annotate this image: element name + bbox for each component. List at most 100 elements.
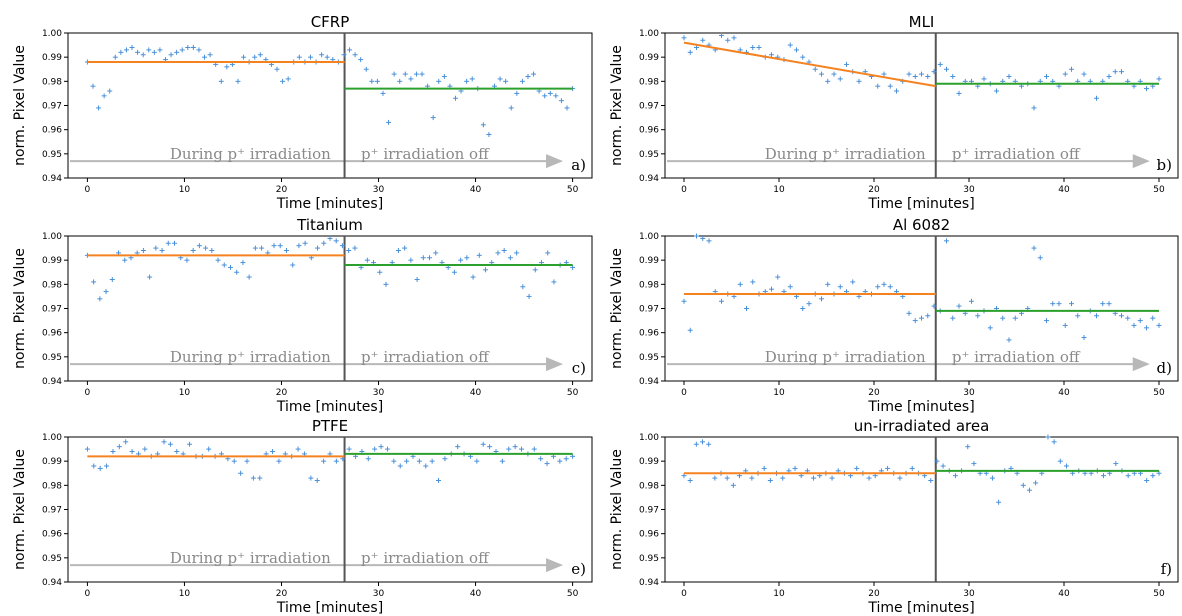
data-point bbox=[885, 465, 891, 471]
y-tick-label: 0.97 bbox=[639, 102, 659, 112]
data-point bbox=[458, 257, 464, 263]
panel-1: CFRP 0.94 0.95 0.96 0.97 0.98 0.99 1.00 0 10 20 30 4… bbox=[12, 13, 593, 212]
x-axis-label: Time [minutes] bbox=[867, 399, 974, 415]
data-point bbox=[364, 257, 370, 263]
data-point bbox=[391, 71, 397, 77]
data-point bbox=[737, 281, 743, 287]
data-point bbox=[519, 78, 525, 84]
data-point bbox=[794, 47, 799, 53]
data-point bbox=[956, 90, 962, 96]
data-point bbox=[514, 90, 520, 96]
y-axis-label: norm. Pixel Value bbox=[12, 449, 28, 570]
data-point bbox=[1150, 473, 1156, 479]
data-point bbox=[416, 458, 422, 464]
data-point bbox=[547, 90, 553, 96]
data-point bbox=[480, 122, 486, 128]
data-point bbox=[283, 248, 289, 253]
data-point bbox=[118, 49, 124, 55]
y-tick-label: 0.96 bbox=[639, 126, 659, 136]
data-point bbox=[693, 441, 699, 447]
x-tick-label: 40 bbox=[470, 388, 482, 398]
data-point bbox=[483, 267, 489, 273]
data-point bbox=[487, 444, 493, 450]
data-point bbox=[196, 243, 202, 249]
data-point bbox=[919, 315, 924, 321]
data-point bbox=[928, 478, 934, 483]
annotation-arrow-head bbox=[1132, 357, 1150, 372]
data-point bbox=[940, 463, 946, 469]
data-point bbox=[153, 245, 159, 251]
data-point bbox=[1045, 434, 1051, 440]
data-point bbox=[295, 446, 301, 452]
data-point bbox=[694, 233, 699, 239]
data-point bbox=[994, 88, 999, 94]
annotation-during-irradiation: During p⁺ irradiation bbox=[170, 145, 331, 163]
data-point bbox=[277, 243, 283, 249]
data-point bbox=[506, 446, 512, 452]
data-point bbox=[151, 49, 157, 55]
x-tick-label: 0 bbox=[681, 589, 687, 599]
data-point bbox=[687, 478, 693, 483]
data-point bbox=[147, 274, 153, 280]
annotation-during-irradiation: During p⁺ irradiation bbox=[170, 549, 331, 567]
data-point bbox=[369, 78, 375, 84]
x-tick-label: 10 bbox=[773, 185, 785, 195]
x-tick-label: 20 bbox=[868, 589, 880, 599]
data-point bbox=[1081, 335, 1087, 340]
x-tick-label: 20 bbox=[276, 185, 288, 195]
data-point bbox=[122, 257, 128, 263]
data-point bbox=[514, 250, 520, 256]
data-point bbox=[165, 240, 171, 246]
data-point bbox=[190, 45, 196, 50]
data-point bbox=[224, 64, 230, 70]
annotation-arrow-head bbox=[546, 558, 564, 573]
data-point bbox=[476, 252, 482, 258]
y-tick-label: 0.94 bbox=[639, 377, 659, 387]
data-point bbox=[352, 52, 358, 58]
data-point bbox=[209, 248, 215, 253]
data-point bbox=[397, 463, 403, 469]
panel-2: MLI 0.94 0.95 0.96 0.97 0.98 0.99 1.00 0 10 20 30 40… bbox=[609, 13, 1179, 212]
data-point bbox=[480, 441, 486, 447]
data-point bbox=[769, 286, 774, 292]
x-axis-label: Time [minutes] bbox=[276, 600, 383, 616]
y-tick-label: 1.00 bbox=[639, 433, 659, 443]
data-point bbox=[1063, 463, 1069, 469]
y-axis-label: norm. Pixel Value bbox=[609, 449, 625, 570]
data-point bbox=[252, 54, 258, 60]
data-point bbox=[429, 458, 435, 464]
data-point bbox=[157, 47, 163, 53]
data-point bbox=[413, 71, 419, 77]
data-point bbox=[257, 52, 263, 58]
data-point bbox=[681, 298, 687, 304]
data-point bbox=[290, 262, 296, 268]
data-point bbox=[315, 245, 321, 251]
data-point bbox=[856, 78, 862, 84]
data-point bbox=[270, 449, 276, 454]
data-point bbox=[854, 465, 860, 471]
data-point bbox=[1106, 301, 1112, 307]
data-point bbox=[558, 98, 564, 104]
data-point bbox=[700, 439, 706, 445]
data-point bbox=[532, 267, 538, 273]
data-point bbox=[427, 255, 433, 261]
data-point bbox=[925, 74, 931, 79]
data-point bbox=[1144, 86, 1149, 92]
y-tick-label: 1.00 bbox=[42, 29, 62, 39]
x-tick-label: 0 bbox=[85, 185, 91, 195]
data-point bbox=[391, 458, 397, 464]
data-point bbox=[358, 57, 364, 63]
data-point bbox=[687, 327, 693, 333]
data-point bbox=[912, 318, 918, 324]
panel-label: e) bbox=[571, 560, 586, 578]
y-tick-label: 0.97 bbox=[42, 506, 62, 516]
data-point bbox=[800, 306, 806, 311]
data-point bbox=[231, 458, 237, 464]
x-tick-label: 0 bbox=[85, 589, 91, 599]
data-point bbox=[168, 52, 174, 58]
data-point bbox=[787, 42, 793, 48]
data-point bbox=[190, 248, 196, 253]
data-point bbox=[383, 281, 389, 287]
y-tick-label: 0.98 bbox=[639, 481, 659, 491]
data-point bbox=[950, 74, 956, 79]
